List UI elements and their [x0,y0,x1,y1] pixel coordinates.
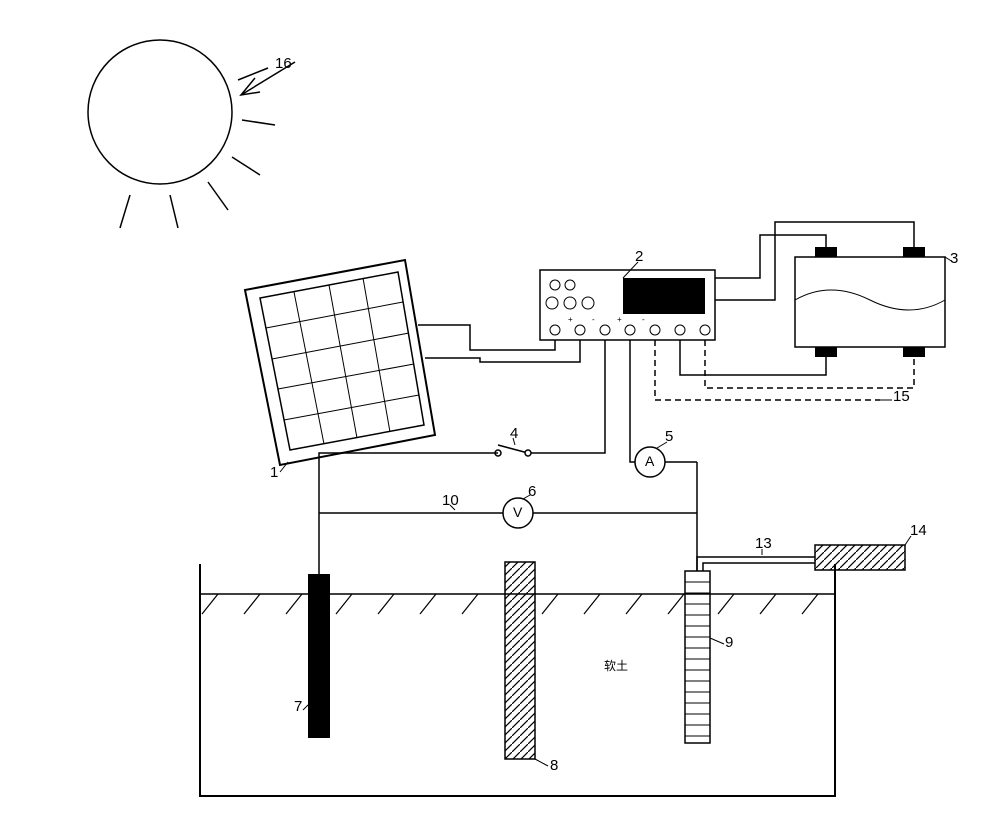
label-9: 9 [725,634,733,651]
anode-rod [308,574,330,738]
label-14: 14 [910,522,927,539]
leaders [303,400,911,766]
voltmeter-symbol: V [513,504,522,520]
label-8: 8 [550,757,558,774]
svg-text:+: + [617,315,622,324]
pump-box [815,545,905,570]
middle-rod [505,562,535,759]
svg-text:+: + [568,315,573,324]
battery-box [795,247,953,357]
label-4: 4 [510,425,518,442]
label-16: 16 [275,55,292,72]
label-2: 2 [635,248,643,265]
label-15: 15 [893,388,910,405]
ammeter-symbol: A [645,453,654,469]
label-5: 5 [665,428,673,445]
soil-text: 软土 [604,657,628,674]
label-10: 10 [442,492,459,509]
controller-box: + - + - [540,262,715,340]
label-13: 13 [755,535,772,552]
diagram-canvas: + - + - [0,0,1000,833]
label-1: 1 [270,464,278,481]
cathode-rod [685,571,710,743]
svg-text:-: - [642,315,645,324]
solar-panel [245,260,435,472]
label-7: 7 [294,698,302,715]
label-6: 6 [528,483,536,500]
pipe [697,557,815,571]
svg-text:-: - [592,315,595,324]
sun-icon [88,40,295,228]
label-3: 3 [950,250,958,267]
